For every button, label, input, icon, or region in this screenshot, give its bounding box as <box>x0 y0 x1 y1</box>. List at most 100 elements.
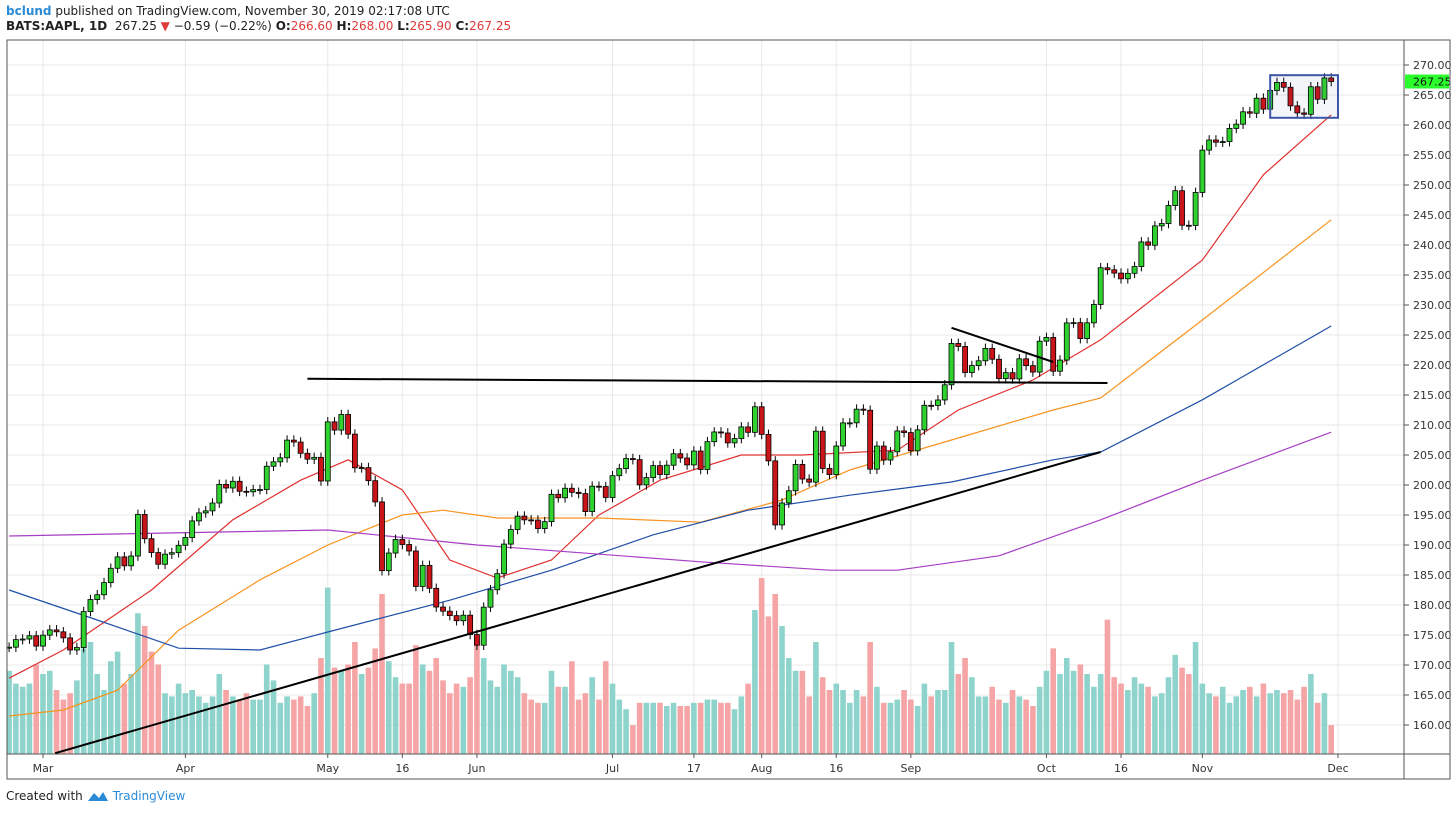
candle-down <box>955 343 962 347</box>
volume-bar <box>1036 686 1043 754</box>
candle-up <box>1097 267 1104 305</box>
tradingview-link[interactable]: TradingView <box>112 789 186 803</box>
volume-bar <box>772 594 779 754</box>
candle-up <box>189 520 196 538</box>
volume-bar <box>311 693 317 754</box>
candle-down <box>806 478 813 483</box>
volume-bar <box>569 661 575 754</box>
candle-down <box>406 544 413 552</box>
candle-up <box>12 639 19 648</box>
volume-bar <box>26 683 33 754</box>
candle-down <box>535 519 541 529</box>
time-axis[interactable]: Mar Apr May 16 Jun Jul 17 Aug 16 Sep Oct 16 Nov Dec <box>33 754 1349 775</box>
candle-up <box>650 465 657 478</box>
volume-bar <box>975 696 982 754</box>
volume-bar <box>494 686 501 754</box>
price-tick-label: 200.00 <box>1413 479 1452 492</box>
candle-down <box>1260 97 1267 110</box>
volume-bar <box>87 642 94 754</box>
volume-bar <box>914 706 921 754</box>
volume-bar <box>318 658 324 754</box>
candle-down <box>1328 77 1335 82</box>
time-tick-label: 17 <box>687 762 701 775</box>
candle-down <box>426 565 433 589</box>
price-axis[interactable]: 270.00 265.00 260.00 255.00 250.00 245.00 240.… <box>1404 59 1452 732</box>
volume-bar <box>724 702 731 754</box>
volume-bar <box>1253 696 1260 754</box>
volume-bar <box>223 690 229 754</box>
candle-down <box>1009 372 1016 380</box>
time-tick-label: Sep <box>900 762 921 775</box>
resistance-line[interactable] <box>307 377 1108 384</box>
volume-bar <box>67 693 73 754</box>
candle-up <box>874 445 880 470</box>
candle-up <box>1158 223 1165 227</box>
candle-down <box>1118 272 1124 280</box>
candle-up <box>941 384 948 401</box>
volume-bar <box>291 699 297 754</box>
candle-down <box>446 610 453 617</box>
volume-bar <box>108 661 114 754</box>
price-tick-label: 270.00 <box>1413 59 1452 72</box>
price-tick-label: 225.00 <box>1413 329 1452 342</box>
drawings[interactable] <box>54 74 1339 754</box>
candle-up <box>752 406 758 433</box>
candle-up <box>589 485 596 512</box>
volume-bar <box>1111 677 1118 754</box>
candle-up <box>609 475 616 498</box>
candle-up <box>209 502 216 512</box>
candle-down <box>33 635 40 647</box>
volume-bar <box>433 658 440 754</box>
volume-bar <box>46 670 53 754</box>
volume-bar <box>663 706 670 754</box>
volume-bar <box>1287 690 1294 754</box>
volume-bar <box>1321 693 1328 754</box>
volume-bar <box>1152 696 1158 754</box>
candle-up <box>1233 123 1240 129</box>
candle-down <box>867 409 874 470</box>
volume-bar <box>711 699 718 754</box>
candle-down <box>1314 86 1321 100</box>
candle-down <box>399 539 406 545</box>
price-tick-label: 195.00 <box>1413 509 1452 522</box>
volume-bar <box>1118 683 1124 754</box>
pennant-upper-line[interactable] <box>951 326 1054 363</box>
symbol-legend: BATS:AAPL, 1D 267.25 ▼ −0.59 (−0.22%) O:… <box>6 19 511 33</box>
rising-trendline[interactable] <box>54 451 1101 754</box>
volume-bar <box>921 683 928 754</box>
author-link[interactable]: bclund <box>6 4 52 18</box>
candle-down <box>996 358 1002 380</box>
candle-up <box>196 512 202 522</box>
volume-bar <box>806 696 812 754</box>
volume-bar <box>528 699 534 754</box>
volume-bar <box>1043 670 1050 754</box>
candle-up <box>74 647 80 651</box>
candle-down <box>602 486 609 498</box>
candle-up <box>460 614 467 622</box>
volume-bar <box>1002 702 1009 754</box>
volume-bar <box>1301 686 1307 754</box>
candle-down <box>1213 139 1219 143</box>
candle-up <box>1016 358 1023 380</box>
volume-bar <box>372 648 379 754</box>
volume-bar <box>562 686 568 754</box>
low-value: 265.90 <box>409 19 452 33</box>
candle-down <box>1029 365 1036 373</box>
candle-up <box>853 408 860 424</box>
price-tick-label: 245.00 <box>1413 209 1452 222</box>
candle-down <box>928 404 935 407</box>
candle-down <box>684 457 690 466</box>
volume-bar <box>480 658 487 754</box>
time-tick-label: May <box>316 762 339 775</box>
close-value: 267.25 <box>469 19 512 33</box>
volume-bar <box>982 696 989 754</box>
volume-bar <box>1077 664 1084 754</box>
candle-up <box>168 552 175 555</box>
volume-bar <box>453 683 460 754</box>
consolidation-box[interactable] <box>1269 74 1339 119</box>
candle-down <box>521 515 528 521</box>
volume-bar <box>887 702 894 754</box>
volume-bar <box>406 683 412 754</box>
volume-bar <box>1009 690 1016 754</box>
